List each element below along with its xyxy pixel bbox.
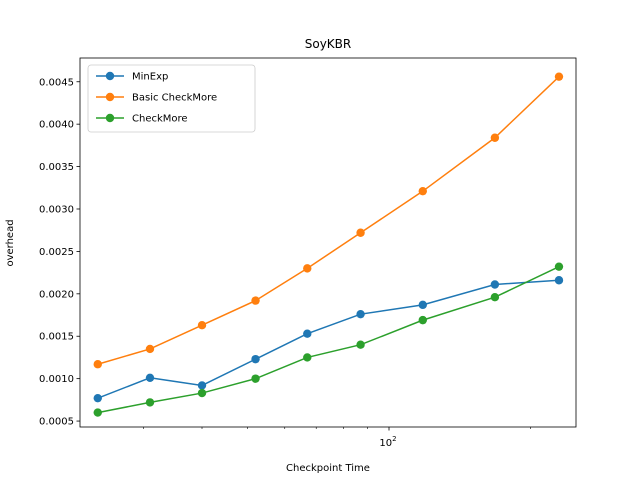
data-point xyxy=(490,293,500,302)
legend-label: Basic CheckMore xyxy=(132,93,217,104)
legend-marker xyxy=(105,92,115,102)
legend-label: CheckMore xyxy=(132,114,188,125)
data-point xyxy=(251,374,260,383)
data-point xyxy=(356,309,365,319)
data-point xyxy=(554,262,564,271)
data-point xyxy=(93,408,102,417)
y-tick-label: 0.0045 xyxy=(39,77,74,88)
data-point xyxy=(251,296,260,305)
legend: MinExp Basic CheckMore CheckMore xyxy=(87,64,256,133)
y-tick-label: 0.0025 xyxy=(39,247,74,258)
y-tick-label: 0.0040 xyxy=(39,120,74,131)
data-point xyxy=(303,353,312,362)
y-axis-label: overhead xyxy=(5,219,16,266)
legend-label: MinExp xyxy=(132,72,168,83)
data-point xyxy=(418,315,427,325)
y-tick-label: 0.0035 xyxy=(39,162,74,173)
data-point xyxy=(490,133,500,142)
data-point xyxy=(303,264,312,273)
legend-marker xyxy=(105,113,115,123)
data-point xyxy=(554,276,564,285)
data-point xyxy=(418,300,427,310)
data-point xyxy=(197,321,207,330)
axes: 0.0005 0.0010 0.0015 0.0020 0.0025 0.0030 0.00… xyxy=(39,77,531,449)
data-point xyxy=(93,360,102,369)
data-point xyxy=(356,228,365,237)
series-line-2 xyxy=(97,266,560,414)
data-point xyxy=(93,393,102,403)
x-tick-label: 102 xyxy=(379,435,396,449)
data-point xyxy=(251,354,260,364)
data-point xyxy=(554,72,564,81)
legend-box xyxy=(87,64,256,133)
plot-area xyxy=(93,72,564,417)
legend-marker xyxy=(105,71,115,81)
data-point xyxy=(356,340,365,349)
y-tick-label: 0.0015 xyxy=(39,332,74,343)
data-point xyxy=(418,186,427,196)
data-point xyxy=(303,329,312,338)
series-line-0 xyxy=(97,279,560,399)
chart-title: SoyKBR xyxy=(305,37,352,51)
data-point xyxy=(145,373,155,382)
y-tick-label: 0.0010 xyxy=(39,374,74,385)
data-point xyxy=(145,398,155,407)
data-point xyxy=(197,388,207,398)
y-tick-label: 0.0020 xyxy=(39,289,74,300)
axes-frame xyxy=(79,57,577,428)
y-tick-label: 0.0030 xyxy=(39,204,74,215)
y-tick-label: 0.0005 xyxy=(39,417,74,428)
data-point xyxy=(145,344,155,354)
data-point xyxy=(490,280,500,289)
x-axis-label: Checkpoint Time xyxy=(286,463,370,474)
data-point xyxy=(197,381,207,390)
